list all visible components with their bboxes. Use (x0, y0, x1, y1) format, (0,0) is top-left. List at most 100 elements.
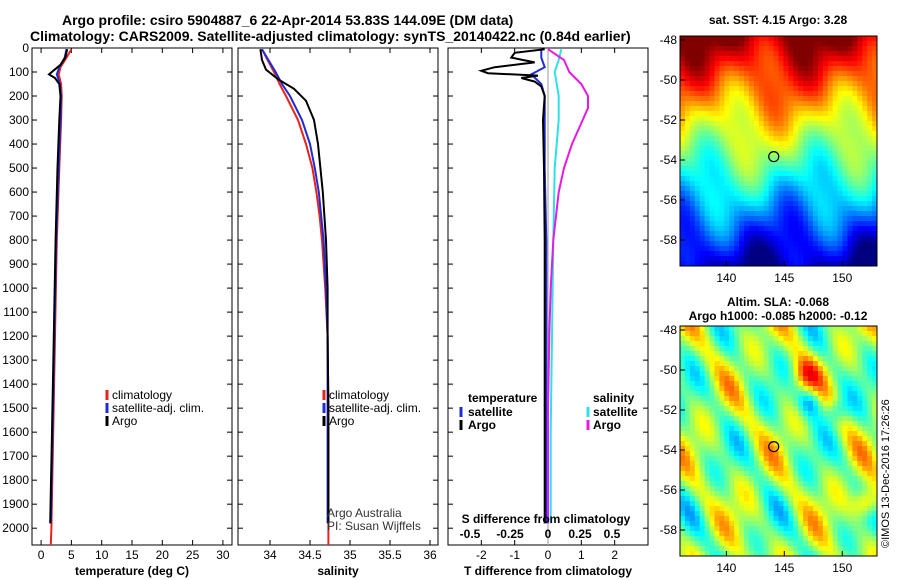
map-cell (837, 496, 843, 502)
map-cell (714, 531, 720, 537)
map-cell (778, 546, 784, 552)
map-cell (729, 456, 735, 462)
map-cell (758, 351, 765, 357)
map-cell (714, 196, 720, 202)
map-cell (680, 211, 686, 217)
map-cell (837, 411, 843, 417)
map-cell (867, 186, 873, 192)
map-cell (798, 71, 804, 77)
map-cell (862, 441, 868, 447)
map-cell (862, 356, 868, 362)
map-cell (827, 256, 834, 262)
map-cell (812, 241, 819, 247)
map-cell (694, 86, 701, 92)
map-cell (827, 61, 834, 67)
map-cell (719, 486, 725, 492)
map-cell (699, 101, 706, 107)
secondary-x-axis-label: S difference from climatology (462, 512, 631, 526)
map-cell (744, 446, 750, 452)
map-cell (734, 136, 740, 142)
map-cell (778, 451, 784, 457)
map-cell (827, 101, 834, 107)
map-cell (704, 396, 710, 402)
map-cell (788, 461, 794, 467)
map-cell (778, 121, 784, 127)
map-cell (872, 346, 878, 352)
map-cell (827, 186, 834, 192)
map-cell (778, 351, 784, 357)
map-cell (709, 536, 715, 542)
map-cell (842, 491, 848, 497)
map-cell (689, 341, 696, 347)
map-cell (729, 216, 735, 222)
map-cell (788, 226, 794, 232)
map-cell (724, 536, 730, 542)
map-cell (694, 486, 701, 492)
map-cell (867, 91, 873, 97)
y-tick-label: 400 (9, 137, 29, 151)
map-cell (684, 531, 691, 537)
map-cell (684, 241, 691, 247)
map-cell (689, 61, 696, 67)
map-cell (719, 391, 725, 397)
map-cell (768, 541, 774, 547)
map-cell (808, 171, 814, 177)
map-cell (822, 511, 829, 517)
map-cell (788, 506, 794, 512)
map-cell (773, 421, 779, 427)
map-cell (773, 91, 779, 97)
map-cell (680, 156, 686, 162)
map-cell (734, 476, 740, 482)
map-cell (684, 391, 691, 397)
map-cell (872, 356, 878, 362)
map-cell (763, 101, 770, 107)
map-cell (699, 361, 706, 367)
map-cell (709, 381, 715, 387)
map-cell (827, 231, 834, 237)
map-cell (719, 91, 725, 97)
map-cell (768, 326, 774, 332)
map-cell (684, 86, 691, 92)
map-cell (827, 361, 834, 367)
map-cell (709, 406, 715, 412)
map-cell (798, 96, 804, 102)
map-cell (857, 521, 863, 527)
map-cell (709, 56, 715, 62)
map-cell (739, 376, 745, 382)
x-tick-label: 145 (774, 561, 794, 575)
map-cell (803, 531, 809, 537)
map-cell (803, 401, 809, 407)
map-cell (768, 191, 774, 197)
map-cell (862, 361, 868, 367)
map-cell (739, 156, 745, 162)
map-cell (803, 241, 809, 247)
map-cell (684, 361, 691, 367)
map-cell (803, 231, 809, 237)
map-cell (704, 366, 710, 372)
map-cell (709, 226, 715, 232)
map-cell (822, 326, 829, 332)
map-cell (704, 61, 710, 67)
map-cell (709, 86, 715, 92)
map-cell (862, 381, 868, 387)
map-cell (734, 81, 740, 87)
map-cell (778, 131, 784, 137)
map-cell (753, 511, 760, 517)
map-cell (832, 426, 838, 432)
map-cell (783, 521, 789, 527)
map-cell (798, 506, 804, 512)
plot-frame (31, 47, 233, 546)
map-cell (862, 526, 868, 532)
map-cell (744, 391, 750, 397)
map-cell (832, 376, 838, 382)
map-cell (684, 401, 691, 407)
map-cell (773, 241, 779, 247)
map-cell (704, 501, 710, 507)
map-cell (803, 186, 809, 192)
map-cell (704, 326, 710, 332)
map-cell (822, 176, 829, 182)
map-cell (689, 491, 696, 497)
map-cell (788, 541, 794, 547)
map-cell (847, 241, 853, 247)
map-cell (719, 541, 725, 547)
